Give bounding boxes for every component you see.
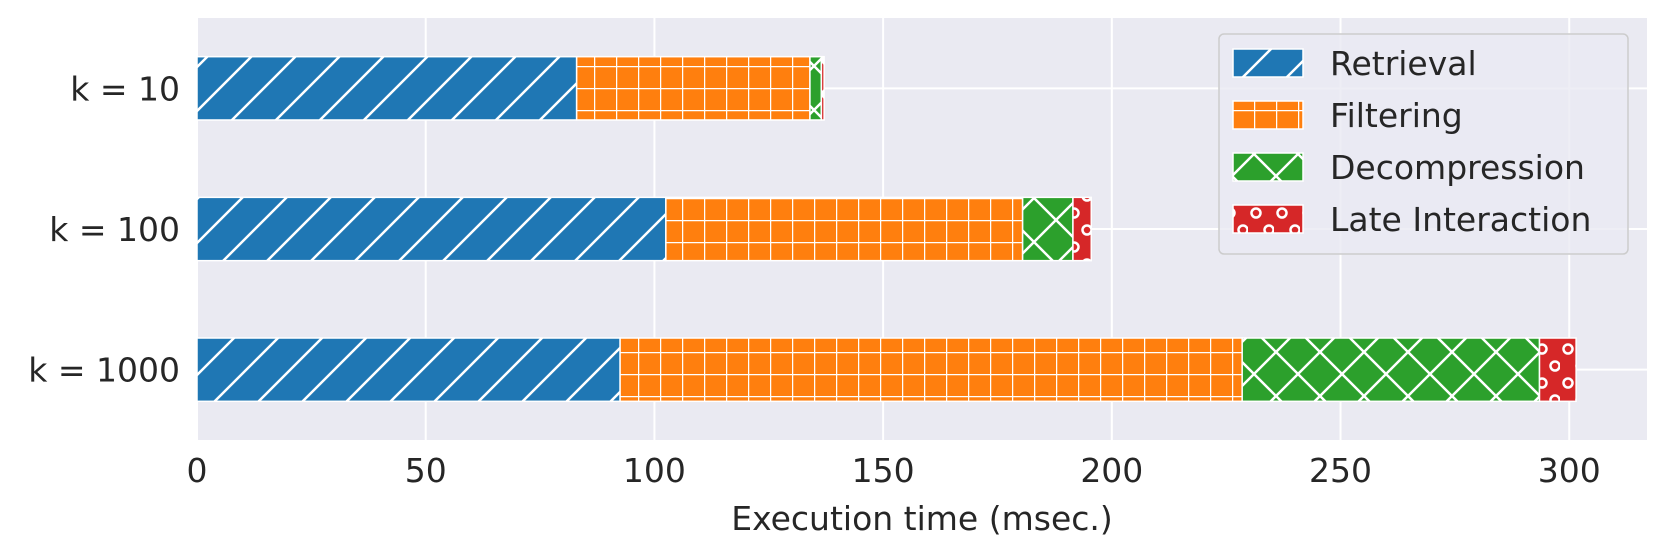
legend: Retrieval Filtering Decompression Late Inte… [1218,33,1629,255]
bars [196,55,1577,403]
bar-decompression [809,55,823,121]
bar-late-interaction [1538,337,1577,403]
bar-filtering [665,196,1024,262]
legend-frame [1218,33,1629,255]
y-tick-label: k = 1000 [28,351,180,390]
bar-late-interaction [1072,196,1092,262]
y-tick-label: k = 10 [70,69,180,108]
legend-swatch [1232,204,1304,234]
y-tick-label: k = 100 [49,210,180,249]
legend-label: Late Interaction [1330,200,1591,239]
y-tick-labels: k = 10 k = 100 k = 1000 [28,69,180,389]
legend-swatch [1232,152,1304,182]
bar-decompression [1241,337,1541,403]
x-tick-label: 100 [623,451,686,490]
bar-retrieval [196,337,621,403]
legend-label: Decompression [1330,148,1585,187]
bar-filtering [619,337,1243,403]
x-tick-labels: 0 50 100 150 200 250 300 [187,451,1601,490]
bar-retrieval [196,196,667,262]
legend-swatch [1232,100,1304,130]
x-tick-label: 150 [852,451,915,490]
bar-late-interaction [820,55,825,121]
x-tick-label: 250 [1309,451,1372,490]
bar-filtering [575,55,811,121]
x-tick-label: 300 [1538,451,1601,490]
legend-swatch [1232,48,1304,78]
x-tick-label: 0 [187,451,208,490]
x-axis-label: Execution time (msec.) [731,499,1113,538]
bar-retrieval [196,55,578,121]
legend-label: Filtering [1330,96,1463,135]
legend-label: Retrieval [1330,44,1477,83]
x-tick-label: 200 [1080,451,1143,490]
bar-decompression [1021,196,1074,262]
x-tick-label: 50 [405,451,447,490]
